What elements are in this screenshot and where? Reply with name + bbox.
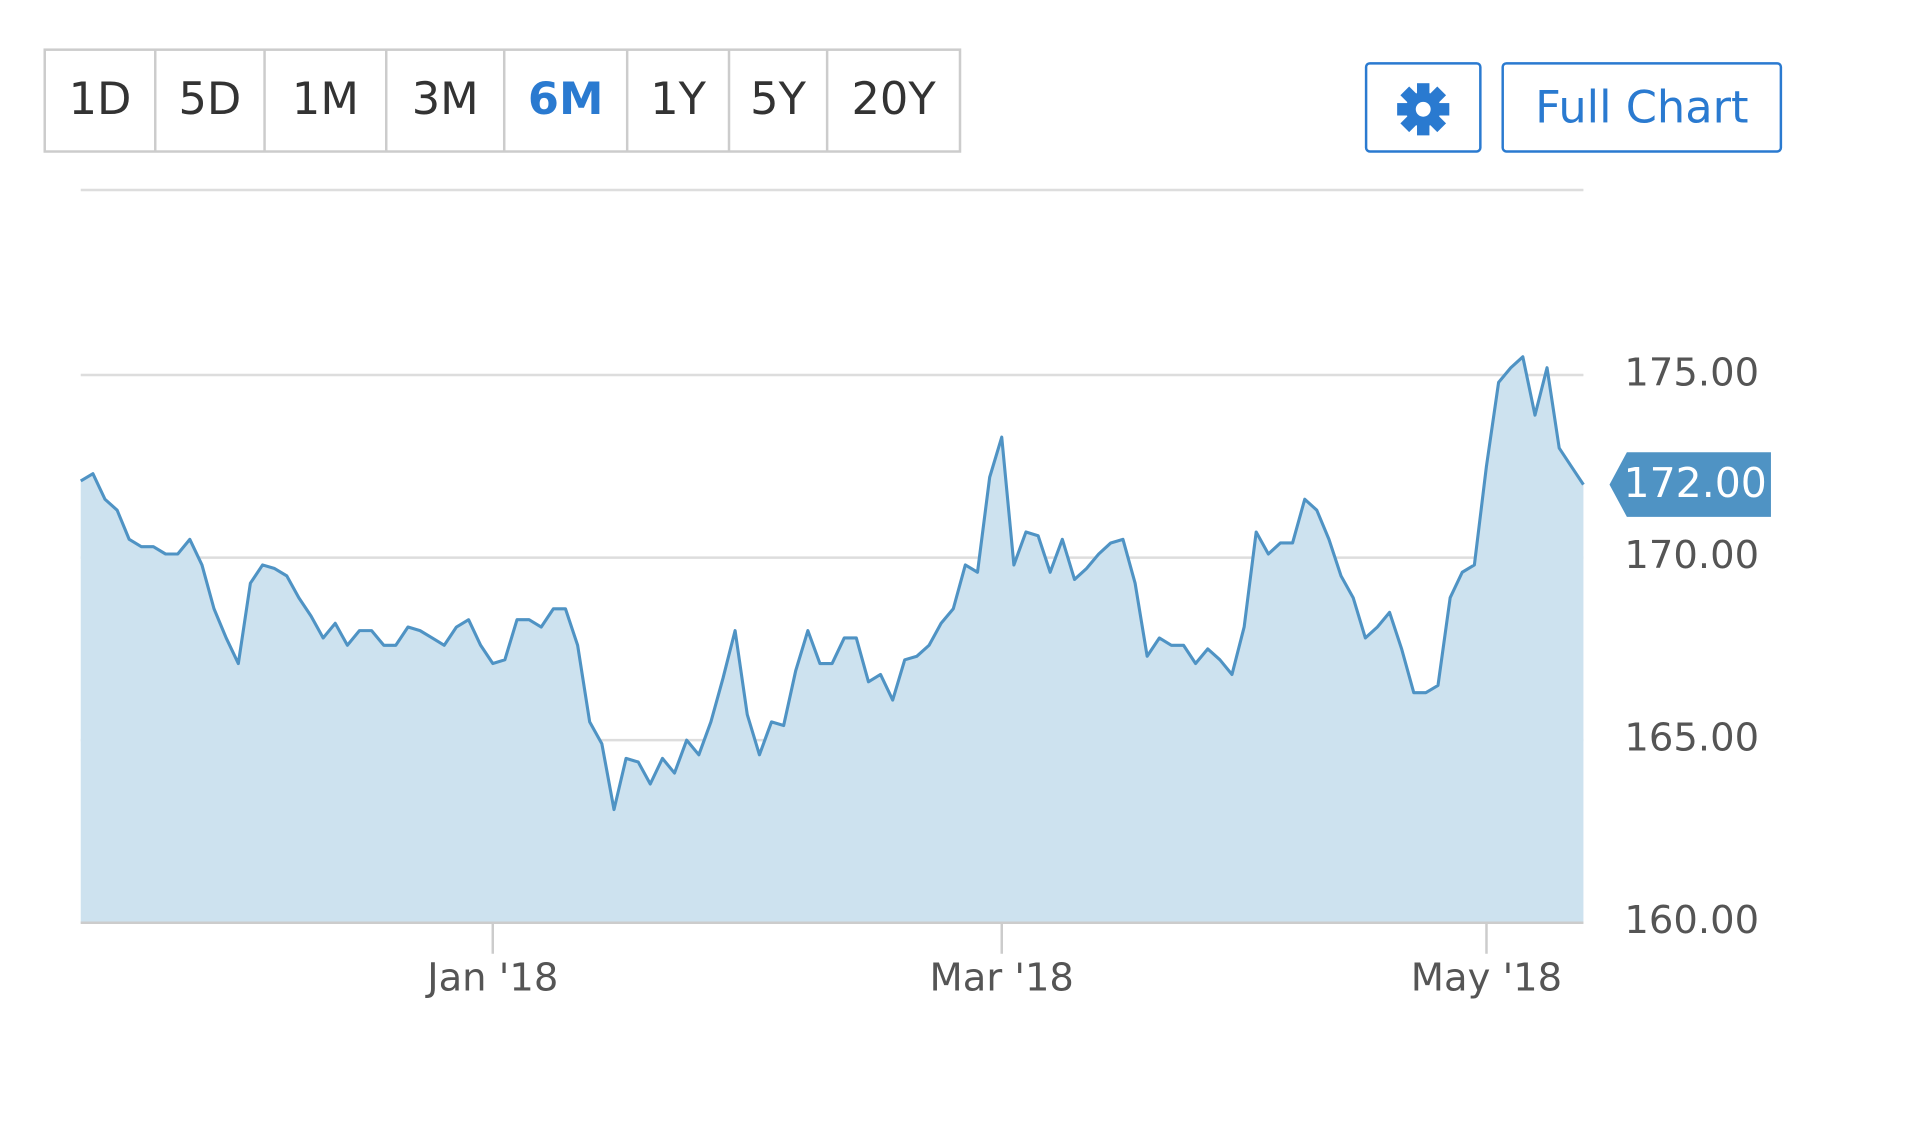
x-tick-label: May '18 <box>1411 955 1562 1000</box>
current-price-tag <box>1609 452 1771 517</box>
full-chart-label: Full Chart <box>1535 82 1748 134</box>
y-tick-label: 165.00 <box>1624 716 1759 761</box>
range-label: 1M <box>292 73 359 125</box>
range-button[interactable]: 1D <box>69 73 132 125</box>
y-tick-label: 175.00 <box>1624 351 1759 396</box>
current-price-label: 172.00 <box>1624 459 1767 507</box>
x-tick-label: Jan '18 <box>425 955 558 1000</box>
range-button[interactable]: 20Y <box>825 49 936 152</box>
range-label: 20Y <box>851 73 936 125</box>
price-line <box>79 355 1585 812</box>
range-label: 6M <box>528 73 604 125</box>
range-button[interactable]: 1Y <box>625 49 707 152</box>
x-tick-label: Mar '18 <box>930 955 1074 1000</box>
full-chart-button[interactable]: Full Chart <box>1501 62 1783 153</box>
area-fill <box>80 356 1584 923</box>
range-button[interactable]: 5Y <box>727 49 807 152</box>
full-chart-frame <box>1501 62 1783 153</box>
range-button[interactable]: 5D <box>154 49 241 152</box>
range-button[interactable]: 1M <box>263 49 359 152</box>
range-button[interactable]: 6M <box>502 49 604 152</box>
y-tick-label: 160.00 <box>1624 898 1759 943</box>
range-button[interactable]: 3M <box>385 49 479 152</box>
range-label: 1D <box>69 73 132 125</box>
range-label: 3M <box>412 73 479 125</box>
range-bar <box>43 48 962 153</box>
gear-icon <box>1397 83 1450 136</box>
settings-button[interactable] <box>1364 62 1482 153</box>
range-label: 1Y <box>650 73 706 125</box>
range-label: 5D <box>178 73 241 125</box>
range-label: 5Y <box>750 73 806 125</box>
y-tick-label: 170.00 <box>1624 533 1759 578</box>
